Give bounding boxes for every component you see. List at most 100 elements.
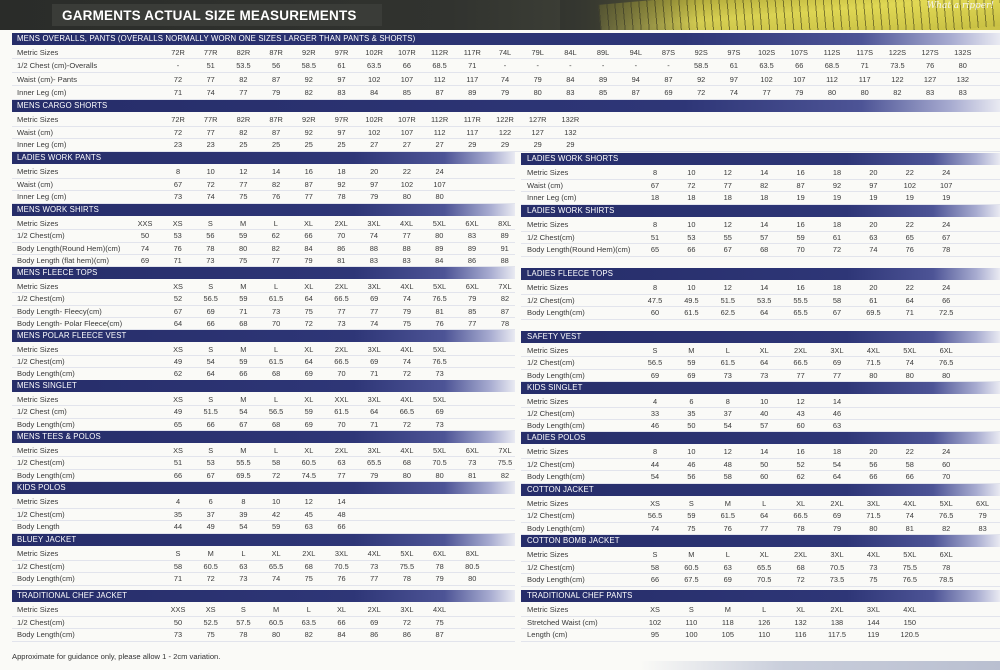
- size-cell: 3XL: [367, 446, 381, 455]
- measurement-cell: 80.5: [465, 561, 480, 571]
- page-title: GARMENTS ACTUAL SIZE MEASUREMENTS: [62, 8, 357, 23]
- row-label: 1/2 Chest(cm): [17, 458, 65, 468]
- measurement-cell: 107: [793, 74, 806, 84]
- size-cell: 92R: [302, 115, 316, 124]
- table-title: KIDS SINGLET: [521, 382, 1000, 394]
- measurement-cell: 70: [942, 472, 951, 482]
- measurement-cell: 70.5: [432, 458, 447, 468]
- measurement-cell: 51: [206, 61, 215, 71]
- size-cell: 2XL: [302, 549, 316, 558]
- row-label: 1/2 Chest(cm): [527, 562, 575, 572]
- table-title: MENS WORK SHIRTS: [12, 204, 515, 216]
- measurement-cell: -: [601, 61, 605, 71]
- size-cell: 87S: [661, 48, 676, 57]
- size-cell: M: [240, 219, 247, 228]
- size-cell: 8: [241, 497, 246, 506]
- measurement-cell: 80: [468, 574, 477, 584]
- measurement-cell: 107: [940, 180, 953, 190]
- measurement-cell: 61.5: [268, 357, 284, 367]
- measurement-cell: 60: [796, 421, 805, 430]
- size-cell: 3XL: [367, 282, 381, 291]
- size-cell: L: [274, 282, 279, 291]
- measurement-cell: 72: [271, 470, 281, 480]
- measurement-cell: 74: [500, 74, 510, 84]
- size-cell: 112R: [431, 48, 449, 57]
- measurement-row: Body Length(cm) 69 69 73 73 77 77 80 80 80: [521, 370, 1000, 383]
- size-cell: 6: [208, 497, 213, 506]
- measurement-cell: 69: [304, 369, 313, 379]
- measurement-cell: 70: [337, 231, 346, 241]
- size-cell: S: [207, 219, 213, 228]
- measurement-cell: 19: [869, 193, 878, 203]
- measurement-cell: 68: [796, 562, 805, 572]
- measurement-cell: 84: [435, 255, 444, 265]
- size-cell: M: [207, 549, 214, 558]
- size-cell: 4XL: [400, 282, 414, 291]
- measurement-cell: 64: [173, 318, 183, 328]
- measurement-cell: 78: [942, 562, 951, 572]
- size-cell: 7XL: [498, 282, 512, 291]
- measurement-cell: 69.5: [236, 470, 251, 480]
- measurement-cell: 59: [687, 511, 696, 521]
- measurement-cell: 84: [566, 74, 575, 84]
- measurement-cell: 75: [687, 523, 696, 533]
- size-cell: 5XL: [433, 345, 447, 354]
- measurement-cell: 67.5: [684, 575, 699, 585]
- measurement-cell: 73.5: [829, 575, 845, 585]
- measurement-cell: 65.5: [756, 562, 772, 572]
- measurement-row: Body Length (flat hem)(cm) 69 71 73 75 77 79 81…: [12, 255, 515, 268]
- measurement-cell: 69: [206, 306, 215, 316]
- measurement-cell: 82: [760, 180, 769, 190]
- size-cell: 3XL: [367, 219, 381, 228]
- row-label: Metric Sizes: [527, 168, 569, 177]
- measurement-cell: 63: [304, 522, 313, 532]
- measurement-cell: 60.5: [268, 617, 284, 627]
- size-cell: S: [208, 282, 214, 291]
- measurement-cell: 97: [869, 180, 878, 190]
- row-label: Body Length(cm): [17, 419, 75, 429]
- size-header-row: Metric Sizes 8 10 12 14 16 18 20 22 24: [521, 167, 1000, 180]
- size-cell: 5XL: [903, 346, 917, 355]
- size-cell: 22: [905, 283, 914, 292]
- measurement-cell: 56.5: [647, 358, 663, 368]
- size-table-ladies-work-shorts: LADIES WORK SHORTS Metric Sizes 8 10 12 14 16…: [521, 153, 1000, 205]
- measurement-cell: 94: [631, 74, 640, 84]
- size-cell: S: [652, 346, 658, 355]
- measurement-cell: 75: [239, 192, 248, 202]
- size-cell: M: [240, 345, 247, 354]
- size-table-ladies-work-shirts: LADIES WORK SHIRTS Metric Sizes 8 10 12 14 16…: [521, 205, 1000, 257]
- table-title: KIDS POLOS: [12, 482, 515, 494]
- row-label: Body Length(cm): [527, 308, 585, 318]
- measurement-cell: 52: [173, 294, 183, 304]
- measurement-cell: 70: [271, 318, 281, 328]
- measurement-cell: 47.5: [647, 295, 663, 305]
- size-header-row: Metric Sizes XXS XS S M L XL 2XL 3XL 4XL: [12, 604, 515, 617]
- measurement-cell: 65: [173, 419, 183, 429]
- size-cell: 122R: [496, 115, 514, 124]
- measurement-cell: 61: [729, 61, 739, 71]
- measurement-cell: 66: [337, 617, 346, 627]
- size-cell: 10: [687, 447, 696, 456]
- size-header-row: Metric Sizes S M L XL 2XL 3XL 4XL 5XL 6XL 8XL: [12, 548, 515, 561]
- measurement-cell: 68: [239, 318, 248, 328]
- measurement-cell: 80: [905, 370, 914, 380]
- row-label: Body Length(cm): [527, 472, 585, 482]
- table-title: SAFETY VEST: [521, 331, 1000, 343]
- tagline: What a ripper!: [926, 1, 994, 11]
- measurement-cell: 132: [794, 617, 807, 627]
- size-cell: M: [273, 605, 280, 614]
- size-cell: XS: [650, 605, 660, 614]
- measurement-cell: 72: [687, 180, 696, 190]
- measurement-cell: 55.5: [236, 458, 251, 468]
- size-header-row: Metric Sizes 72R 77R 82R 87R 92R 97R 102R 107R 11…: [12, 46, 1000, 60]
- size-cell: 4: [175, 497, 181, 506]
- measurement-row: Inner Leg (cm) 73 74 75 76 77 78 79 80 80: [12, 191, 515, 204]
- measurement-cell: 73: [370, 561, 379, 571]
- size-cell: 16: [796, 283, 805, 292]
- measurement-cell: 56.5: [647, 511, 663, 521]
- measurement-cell: 97: [729, 74, 739, 84]
- measurement-cell: 48: [723, 459, 732, 469]
- size-header-row: Metric Sizes S M L XL 2XL 3XL 4XL 5XL 6XL: [521, 549, 1000, 562]
- table-title: LADIES WORK PANTS: [12, 152, 515, 164]
- measurement-cell: 60.5: [301, 458, 316, 468]
